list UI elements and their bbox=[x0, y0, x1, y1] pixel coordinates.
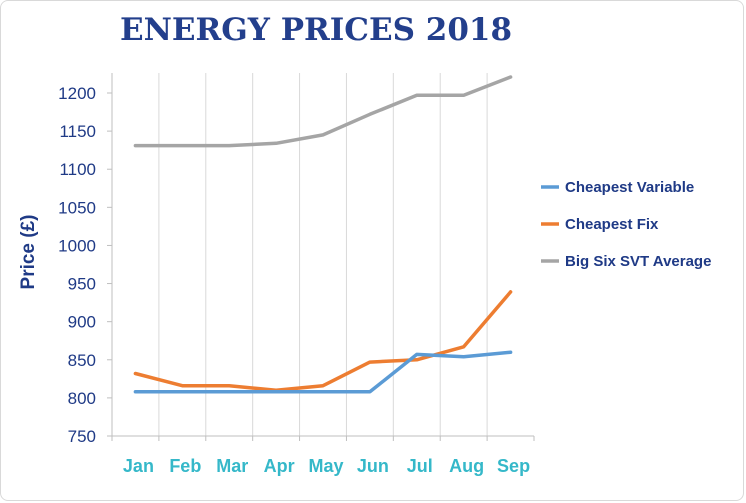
y-tick-label: 1200 bbox=[58, 84, 96, 103]
y-tick-label: 1050 bbox=[58, 198, 96, 217]
axes bbox=[111, 73, 535, 441]
y-tick-label: 1000 bbox=[58, 236, 96, 255]
legend: Cheapest Variable Cheapest Fix Big Six SVT… bbox=[541, 179, 711, 270]
y-tick-label: 950 bbox=[68, 275, 96, 294]
x-tick-label: Jul bbox=[407, 456, 433, 476]
y-axis-ticks: 750 800 850 900 950 1000 1050 1100 1150 1200 bbox=[58, 84, 112, 446]
gridlines bbox=[158, 73, 488, 436]
series-line-big-six-svt-average bbox=[133, 75, 513, 148]
x-tick-label: Aug bbox=[449, 456, 484, 476]
legend-label: Big Six SVT Average bbox=[565, 253, 711, 270]
y-tick-label: 1100 bbox=[59, 160, 96, 179]
chart-title: ENERGY PRICES 2018 bbox=[120, 12, 512, 48]
legend-label: Cheapest Fix bbox=[565, 216, 659, 233]
legend-label: Cheapest Variable bbox=[565, 179, 694, 196]
y-axis-label: Price (£) bbox=[18, 215, 39, 290]
y-tick-label: 900 bbox=[68, 313, 96, 332]
x-tick-label: May bbox=[308, 456, 343, 476]
series-line-cheapest-variable bbox=[133, 350, 513, 394]
y-tick-label: 1150 bbox=[59, 122, 96, 141]
y-tick-label: 850 bbox=[68, 351, 96, 370]
x-tick-label: Sep bbox=[497, 456, 530, 476]
x-axis-ticks: Jan Feb Mar Apr May Jun Jul Aug Sep bbox=[123, 456, 530, 476]
y-tick-label: 800 bbox=[68, 389, 96, 408]
y-tick-label: 750 bbox=[68, 427, 96, 446]
x-tick-label: Mar bbox=[216, 456, 248, 476]
x-tick-label: Feb bbox=[169, 456, 201, 476]
x-tick-label: Jan bbox=[123, 456, 154, 476]
series-lines bbox=[133, 75, 513, 394]
x-tick-label: Apr bbox=[264, 456, 295, 476]
x-tick-label: Jun bbox=[357, 456, 389, 476]
series-line-cheapest-fix bbox=[133, 290, 513, 393]
